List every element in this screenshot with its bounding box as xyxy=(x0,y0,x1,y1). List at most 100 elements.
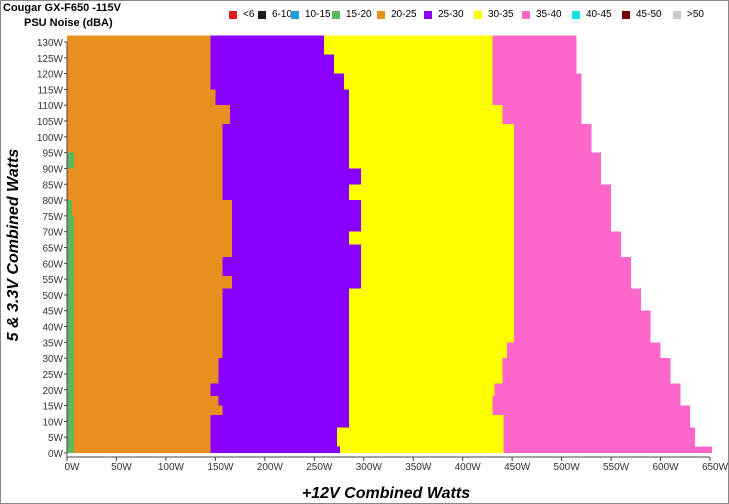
y-tick-label: 35W xyxy=(42,338,63,349)
heatmap-cell xyxy=(218,396,349,406)
heatmap-cell xyxy=(232,231,349,245)
heatmap-cell xyxy=(222,405,349,416)
legend-swatch xyxy=(377,11,385,19)
y-tick-label: 55W xyxy=(42,275,63,286)
heatmap-cell xyxy=(67,396,74,406)
legend-label: <6 xyxy=(243,9,255,20)
heatmap-cell xyxy=(507,342,661,359)
chart-subtitle: PSU Noise (dBA) xyxy=(24,17,113,29)
legend-label: 25-30 xyxy=(438,9,464,20)
heatmap-cell xyxy=(67,152,74,169)
heatmap-cell xyxy=(334,54,493,74)
heatmap-cell xyxy=(73,215,233,232)
heatmap-cell xyxy=(230,105,349,125)
heatmap-cell xyxy=(73,446,211,453)
heatmap-cell xyxy=(348,358,503,384)
heatmap-cell xyxy=(360,256,515,276)
y-tick-label: 120W xyxy=(37,70,64,81)
x-tick-label: 50W xyxy=(111,462,132,473)
x-tick-label: 200W xyxy=(257,462,284,473)
y-tick-label: 95W xyxy=(42,149,63,160)
heatmap-cell xyxy=(73,415,211,428)
y-tick-label: 75W xyxy=(42,212,63,223)
y-tick-label: 110W xyxy=(38,101,64,112)
heatmap-cell xyxy=(67,89,216,106)
y-tick-label: 0W xyxy=(48,449,64,460)
y-tick-label: 15W xyxy=(42,402,63,413)
legend-swatch xyxy=(291,11,299,19)
y-tick-label: 20W xyxy=(42,386,63,397)
heatmap-cell xyxy=(348,405,493,416)
heatmap-cell xyxy=(222,136,349,153)
legend-swatch xyxy=(622,11,630,19)
heatmap-cell xyxy=(514,288,641,311)
heatmap-cell xyxy=(514,244,621,257)
heatmap-cell xyxy=(514,184,612,201)
x-tick-label: 550W xyxy=(603,462,630,473)
legend-label: 45-50 xyxy=(636,9,662,20)
heatmap-cell xyxy=(492,396,681,406)
heatmap-cell xyxy=(67,231,74,245)
heatmap-cell xyxy=(222,168,361,185)
heatmap-cell xyxy=(73,396,219,406)
y-tick-label: 30W xyxy=(42,354,63,365)
heatmap-cell xyxy=(67,415,74,428)
y-tick-label: 50W xyxy=(42,291,63,302)
x-tick-label: 450W xyxy=(504,462,531,473)
legend-swatch xyxy=(474,11,482,19)
heatmap-cell xyxy=(210,415,349,428)
y-tick-label: 85W xyxy=(42,180,63,191)
heatmap-cell xyxy=(222,256,361,276)
y-tick-label: 65W xyxy=(42,244,63,255)
y-tick-label: 105W xyxy=(37,117,64,128)
heatmap-cell xyxy=(492,73,582,90)
heatmap-cell xyxy=(218,358,349,384)
y-axis-title: 5 & 3.3V Combined Watts xyxy=(5,149,22,342)
x-axis-title: +12V Combined Watts xyxy=(302,485,470,502)
heatmap-cell xyxy=(343,73,493,90)
heatmap-cell xyxy=(67,342,74,359)
legend-label: 30-35 xyxy=(488,9,514,20)
x-tick-label: 600W xyxy=(652,462,679,473)
x-tick-label: 500W xyxy=(554,462,581,473)
heatmap-cell xyxy=(232,215,361,232)
legend-swatch xyxy=(673,11,681,19)
chart-title: Cougar GX-F650 -115V xyxy=(3,2,121,14)
heatmap-cell xyxy=(67,124,223,137)
heatmap-cell xyxy=(503,415,691,428)
heatmap-cell xyxy=(232,200,361,216)
y-tick-label: 25W xyxy=(42,370,63,381)
heatmap-cell xyxy=(348,152,515,169)
heatmap-cell xyxy=(73,342,223,359)
heatmap-cell xyxy=(222,124,349,137)
y-tick-label: 130W xyxy=(37,38,64,49)
heatmap-cell xyxy=(210,73,344,90)
heatmap-cell xyxy=(67,54,211,74)
heatmap-cell xyxy=(503,427,696,438)
legend-label: 20-25 xyxy=(391,9,417,20)
legend-swatch xyxy=(332,11,340,19)
heatmap-cell xyxy=(502,358,671,384)
heatmap-cell xyxy=(67,168,223,185)
x-tick-labels: 0W 50W 100W 150W 200W 250W 300W 350W 400W 450W 500… xyxy=(65,462,729,473)
heatmap-cell xyxy=(514,215,612,232)
heatmap-cell xyxy=(514,310,651,343)
heatmap-cell xyxy=(348,89,493,106)
heatmap-cell xyxy=(514,152,602,169)
heatmap-cell xyxy=(67,446,74,453)
heatmap-cell xyxy=(348,342,508,359)
heatmap-cell xyxy=(514,231,621,245)
heatmap-cell xyxy=(348,184,515,201)
heatmap-cell xyxy=(67,405,74,416)
heatmap-cell xyxy=(67,136,223,153)
heatmap-cell xyxy=(67,427,74,438)
heatmap-cell xyxy=(67,215,74,232)
heatmap-cell xyxy=(348,310,515,343)
y-tick-label: 125W xyxy=(37,54,64,65)
heatmap-cell xyxy=(67,310,74,343)
heatmap-cell xyxy=(348,288,515,311)
heatmap-cell xyxy=(492,89,582,106)
heatmap-cell xyxy=(67,200,72,216)
heatmap-cell xyxy=(73,152,223,169)
